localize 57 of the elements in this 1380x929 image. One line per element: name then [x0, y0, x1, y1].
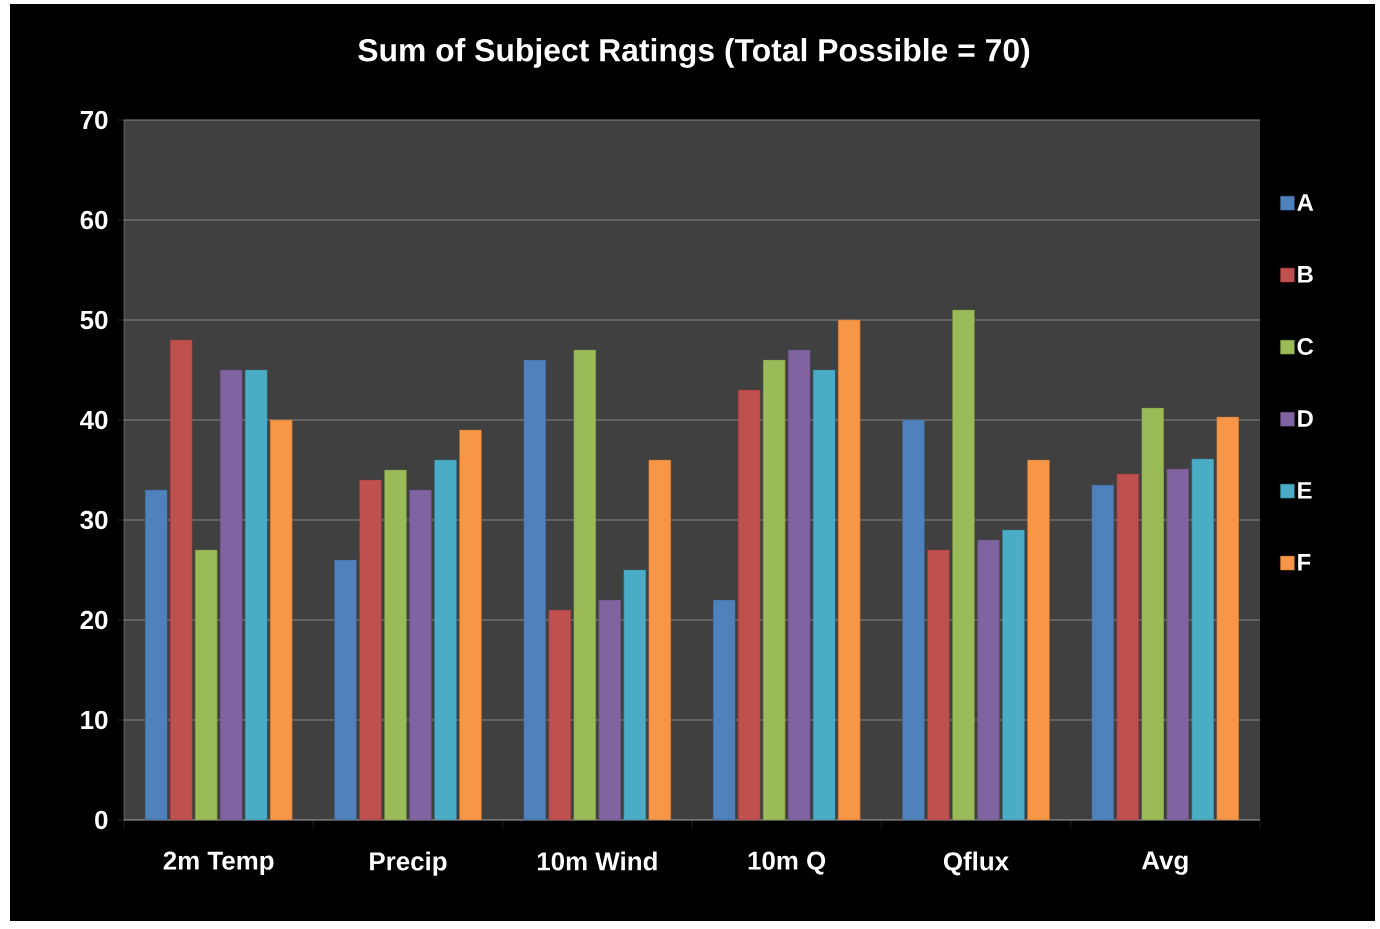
bar: [244, 369, 268, 820]
bar: [977, 539, 1000, 820]
x-tick-label: 10m Wind: [537, 851, 657, 871]
legend-label: B: [1298, 266, 1313, 283]
bar: [334, 559, 357, 820]
bar: [434, 459, 457, 820]
y-tick-label: 70: [80, 110, 108, 130]
legend-label: F: [1298, 554, 1311, 571]
bar: [169, 339, 193, 820]
bar: [902, 419, 925, 820]
legend-label: C: [1297, 338, 1314, 355]
bar: [762, 359, 786, 820]
legend-label: D: [1298, 410, 1313, 427]
bar: [144, 489, 168, 820]
bar: [573, 349, 597, 820]
chart-title: Sum of Subject Ratings (Total Possible = 70): [358, 38, 1030, 68]
bar: [648, 459, 672, 820]
y-tick-label: 40: [80, 410, 108, 430]
bar: [523, 359, 547, 820]
bar: [1091, 484, 1114, 820]
bar: [787, 349, 811, 820]
bar: [1191, 458, 1215, 820]
x-tick-label: Qflux: [943, 851, 1009, 876]
x-tick-label: Precip: [370, 851, 447, 876]
x-tick-label: Avg: [1141, 851, 1188, 875]
bar: [927, 549, 950, 820]
bar: [623, 569, 647, 820]
y-tick-label: 30: [80, 510, 108, 530]
bar: [359, 479, 382, 820]
bar: [384, 469, 407, 820]
y-tick-label: 10: [81, 710, 108, 730]
bar: [712, 599, 736, 820]
bar: [269, 419, 293, 820]
bar: [952, 309, 975, 820]
legend-label: A: [1297, 194, 1314, 211]
bar: [548, 609, 572, 820]
bar: [1027, 459, 1050, 820]
bar: [1141, 407, 1164, 820]
bar: [409, 489, 432, 820]
x-tick-label: 2m Temp: [163, 851, 274, 875]
bar: [837, 319, 861, 820]
y-tick-label: 20: [80, 610, 108, 630]
bar: [598, 599, 622, 820]
bar: [1002, 529, 1025, 820]
bar: [1116, 473, 1139, 820]
bar: [812, 369, 836, 820]
x-tick-label: 10m Q: [748, 851, 826, 875]
bar: [1216, 416, 1240, 820]
y-tick-label: 50: [80, 310, 108, 330]
bar: [194, 549, 218, 820]
bar: [459, 429, 482, 820]
bar: [1166, 468, 1190, 820]
legend-label: E: [1298, 482, 1312, 499]
y-tick-label: 60: [80, 210, 108, 230]
bar: [219, 369, 243, 820]
bar: [737, 389, 761, 820]
y-tick-label: 0: [95, 810, 108, 830]
